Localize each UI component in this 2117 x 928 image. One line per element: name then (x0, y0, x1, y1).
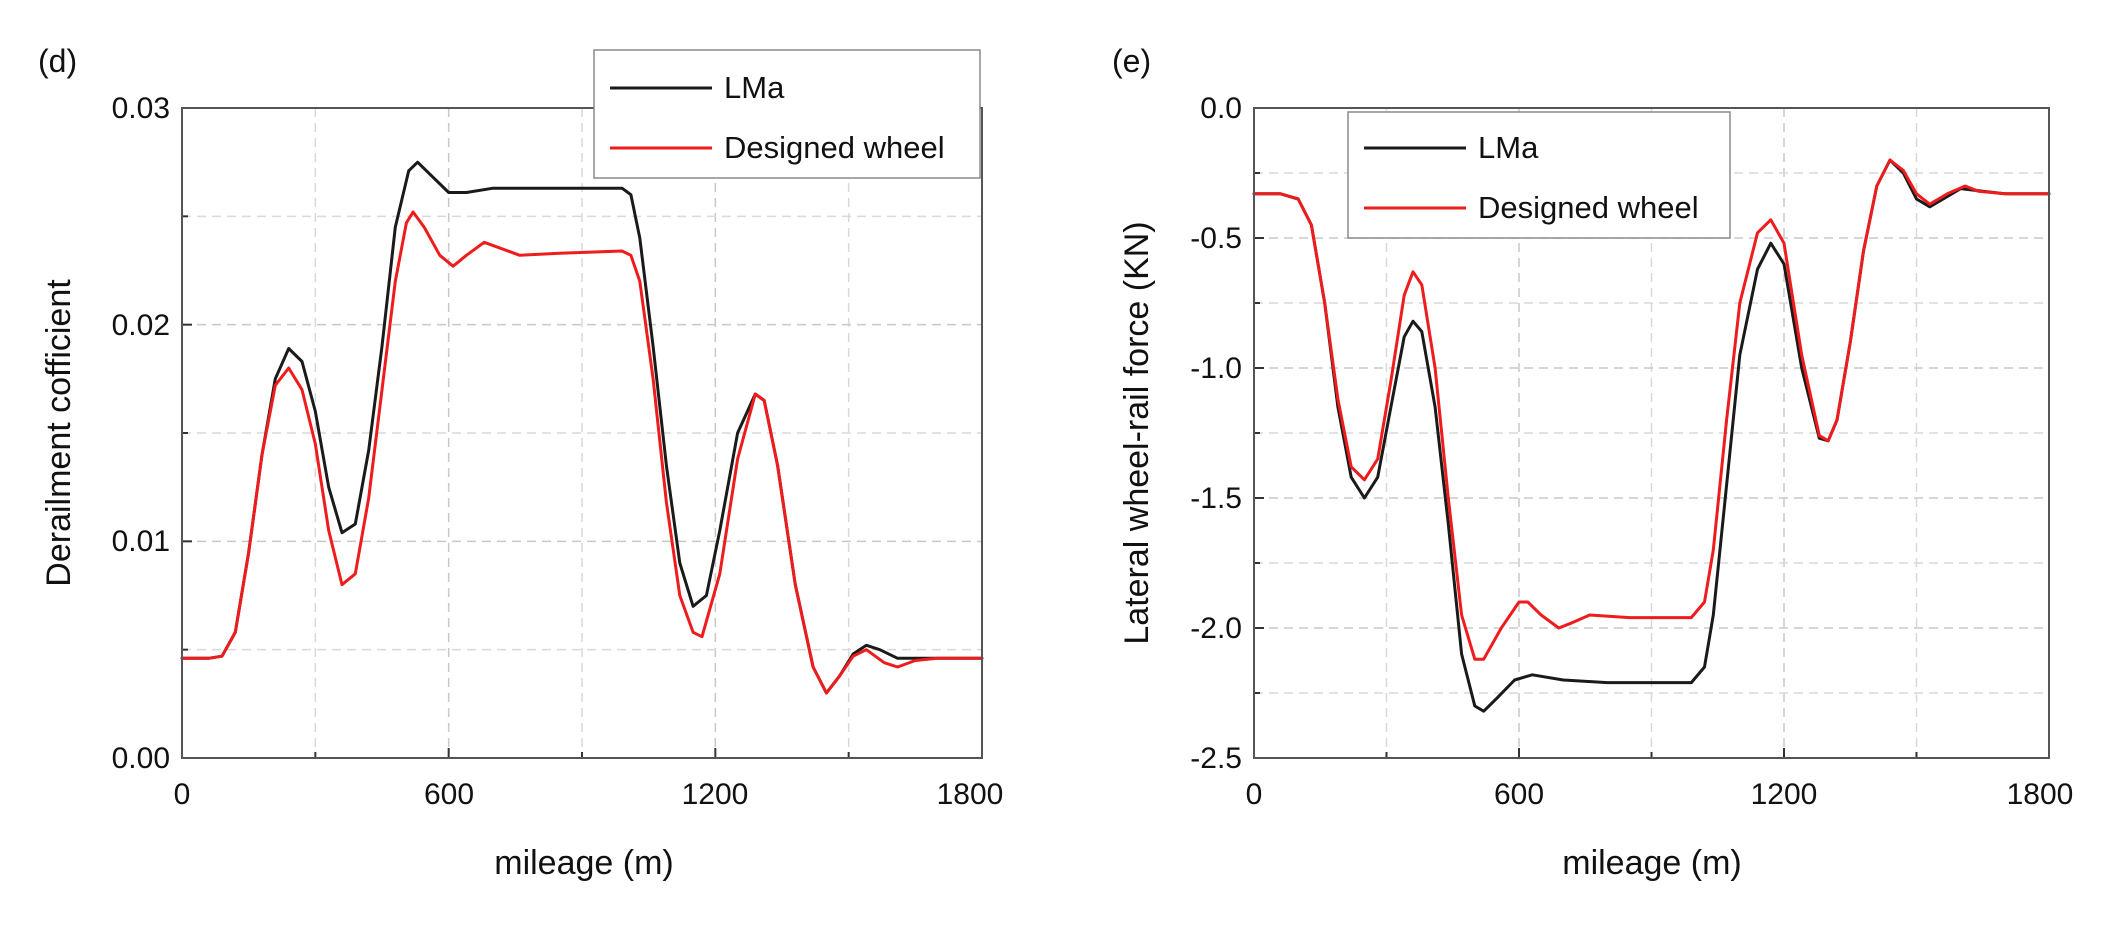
x-tick-labels-d: 0 600 1200 1800 (174, 778, 1004, 811)
y-tick-labels-d: 0.03 0.02 0.01 0.00 (112, 92, 170, 775)
y-tick-label: -0.5 (1190, 222, 1242, 255)
y-tick-label: 0.03 (112, 92, 170, 125)
plot-frame-d (181, 107, 983, 759)
y-axis-title-e: Lateral wheel-rail force (KN) (1118, 221, 1156, 644)
series-e (1252, 158, 2051, 713)
plot-frame-e (1253, 107, 2050, 759)
x-tick-label: 0 (174, 778, 191, 811)
y-tick-label: -1.0 (1190, 352, 1242, 385)
series-line-designed-wheel (180, 210, 984, 695)
y-tick-label: 0.01 (112, 525, 170, 558)
x-tick-label: 1200 (1751, 778, 1818, 811)
x-tick-label: 600 (424, 778, 474, 811)
chart-panel-d: (d) 0.03 0.02 0.01 0.00 0 600 1200 1800 … (38, 43, 1003, 882)
chart-panel-e: (e) 0.0 -0.5 -1.0 -1.5 -2.0 -2.5 0 600 1… (1112, 43, 2073, 882)
y-tick-label: -2.5 (1190, 742, 1242, 775)
y-tick-label: -2.0 (1190, 612, 1242, 645)
x-tick-label: 0 (1246, 778, 1263, 811)
x-tick-label: 1800 (937, 778, 1004, 811)
y-tick-label: 0.00 (112, 742, 170, 775)
y-tick-labels-e: 0.0 -0.5 -1.0 -1.5 -2.0 -2.5 (1190, 92, 1242, 775)
legend-box-d (593, 49, 981, 179)
x-axis-title-d: mileage (m) (494, 844, 673, 882)
grid-d (182, 108, 982, 758)
x-axis-title-e: mileage (m) (1562, 844, 1741, 882)
y-axis-title-d: Derailment cofficient (40, 279, 78, 587)
series-d (180, 160, 984, 695)
legend-label-lma: LMa (1478, 130, 1539, 165)
legend-label-designed-wheel: Designed wheel (1478, 190, 1699, 225)
x-tick-label: 1200 (682, 778, 749, 811)
y-tick-label: 0.0 (1200, 92, 1242, 125)
legend-d: LMa Designed wheel (593, 49, 981, 179)
legend-box-e (1347, 111, 1731, 239)
series-line-designed-wheel (1252, 158, 2051, 661)
legend-label-designed-wheel: Designed wheel (724, 130, 945, 165)
panel-label-e: (e) (1112, 43, 1151, 79)
panel-label-d: (d) (38, 43, 77, 79)
legend-e: LMa Designed wheel (1347, 111, 1731, 239)
x-tick-label: 1800 (2007, 778, 2074, 811)
y-tick-label: 0.02 (112, 309, 170, 342)
x-tick-labels-e: 0 600 1200 1800 (1246, 778, 2074, 811)
y-tick-label: -1.5 (1190, 482, 1242, 515)
x-tick-label: 600 (1494, 778, 1544, 811)
legend-label-lma: LMa (724, 70, 785, 105)
